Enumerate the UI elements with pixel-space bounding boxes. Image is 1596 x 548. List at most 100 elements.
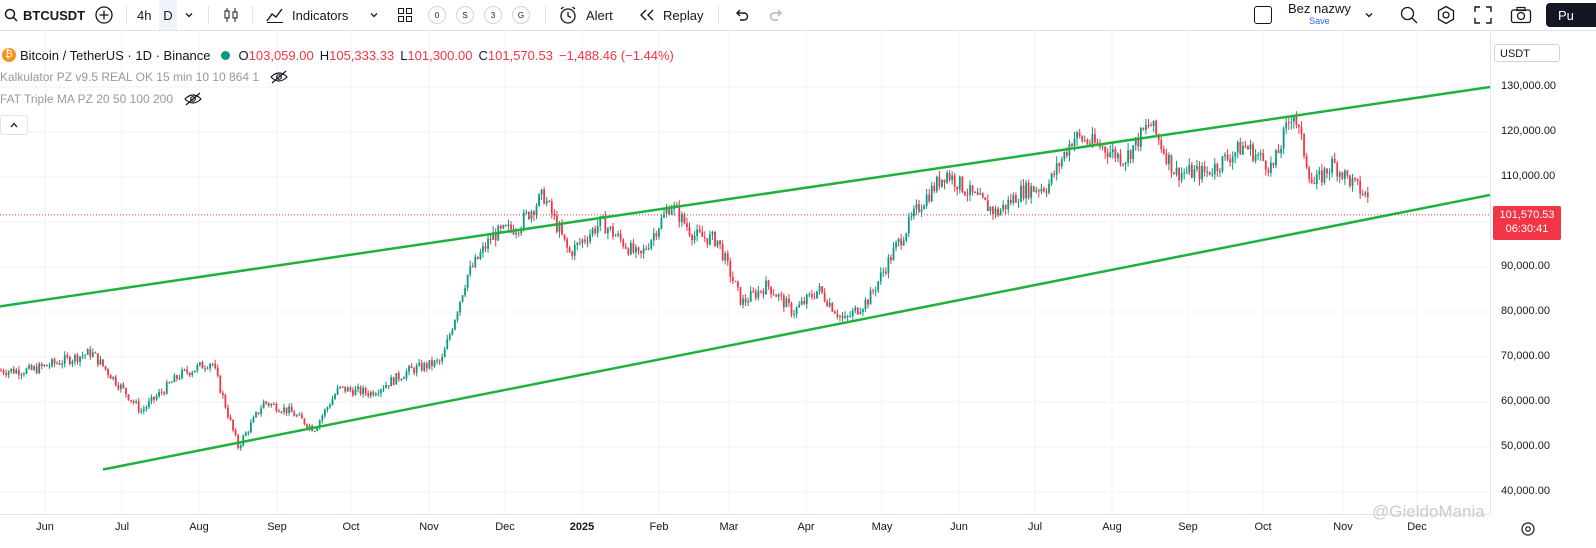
eye-off-icon[interactable]: [269, 70, 289, 84]
replay-button[interactable]: Replay: [638, 0, 703, 30]
candle-body: [946, 172, 948, 183]
last-price-value: 101,570.53: [1499, 209, 1555, 221]
publish-label: Pu: [1558, 7, 1574, 23]
compare-button[interactable]: [94, 0, 114, 30]
interval-dropdown[interactable]: [184, 0, 194, 30]
candle-body: [828, 302, 831, 307]
candle-body: [1224, 154, 1226, 157]
layout-badge[interactable]: S: [456, 6, 474, 24]
candle-body: [1285, 122, 1288, 129]
candle-body: [686, 223, 688, 228]
candle-body: [1252, 144, 1254, 161]
candle-body: [173, 375, 176, 383]
search-icon: [1400, 6, 1418, 24]
time-axis[interactable]: Jun Jul Aug Sep Oct Nov Dec 2025 Feb Mar Apr May Jun…: [0, 514, 1490, 548]
candle-body: [997, 208, 999, 216]
candle-body: [374, 393, 377, 396]
layout-name-button[interactable]: Bez nazwy Save: [1288, 0, 1351, 30]
indicator-row[interactable]: FAT Triple MA PZ 20 50 100 200: [0, 88, 680, 110]
save-label[interactable]: Save: [1309, 16, 1330, 26]
candle-body: [1088, 143, 1091, 145]
settings-button[interactable]: [1436, 0, 1456, 30]
eye-off-icon[interactable]: [183, 92, 203, 106]
candle-body: [12, 368, 15, 374]
currency-selector[interactable]: USDT: [1494, 44, 1560, 62]
candle-body: [132, 400, 135, 403]
candle-body: [607, 228, 609, 234]
close-key: C: [478, 47, 488, 63]
candle-body: [7, 371, 10, 375]
interval-4h-button[interactable]: 4h: [137, 0, 151, 30]
candle-body: [596, 225, 599, 234]
indicators-button[interactable]: Indicators: [265, 0, 348, 30]
candle-body: [1152, 120, 1155, 126]
candle-body: [658, 228, 660, 237]
candle-body: [91, 352, 94, 357]
alarm-clock-icon: [560, 6, 576, 24]
symbol-search-button[interactable]: BTCUSDT: [4, 0, 85, 30]
candle-body: [5, 373, 7, 375]
candle-body: [910, 216, 913, 218]
candle-body: [415, 365, 418, 374]
chart-type-button[interactable]: [222, 0, 240, 30]
candle-body: [897, 238, 900, 243]
candle-body: [369, 391, 372, 396]
indicator-row[interactable]: Kalkulator PZ v9.5 REAL OK 15 min 10 10 …: [0, 66, 680, 88]
candle-body: [2, 370, 5, 374]
candle-body: [869, 290, 872, 305]
layout-badge[interactable]: G: [512, 6, 530, 24]
candle-body: [1280, 148, 1282, 154]
symbol-legend-row[interactable]: ₿ Bitcoin / TetherUS · 1D · Binance O 103…: [0, 44, 680, 66]
candle-body: [448, 334, 451, 340]
candle-body: [1361, 194, 1364, 196]
quick-search-button[interactable]: [1399, 0, 1419, 30]
layouts-button[interactable]: [397, 0, 413, 30]
candle-body: [1150, 125, 1152, 127]
candle-body: [887, 257, 890, 274]
candle-body: [1287, 122, 1290, 124]
candle-body: [790, 303, 793, 315]
price-chart[interactable]: [0, 31, 1491, 514]
undo-button[interactable]: [733, 0, 749, 30]
axis-settings-button[interactable]: [1520, 521, 1536, 542]
candle-body: [1162, 149, 1165, 154]
candle-body: [99, 359, 102, 365]
candle-body: [0, 370, 2, 372]
layout-select-checkbox[interactable]: [1254, 0, 1272, 30]
candle-body: [1127, 150, 1129, 163]
candle-body: [153, 396, 155, 400]
interval-d-button[interactable]: D: [159, 0, 177, 30]
grid-icon: [398, 8, 412, 22]
fullscreen-button[interactable]: [1474, 0, 1492, 30]
candle-body: [431, 360, 433, 367]
low-key: L: [400, 47, 408, 63]
candle-body: [1175, 167, 1178, 175]
candle-body: [754, 291, 757, 298]
alert-button[interactable]: Alert: [558, 0, 613, 30]
time-tick-label: Apr: [797, 521, 815, 533]
candle-body: [533, 211, 535, 215]
indicators-dropdown[interactable]: [369, 0, 379, 30]
snapshot-button[interactable]: [1510, 0, 1532, 30]
publish-button[interactable]: Pu: [1546, 3, 1596, 27]
candle-body: [879, 272, 882, 282]
chart-pane[interactable]: [0, 31, 1491, 514]
collapse-legend-button[interactable]: [0, 115, 28, 135]
camera-icon: [1510, 6, 1532, 24]
high-value: 105,333.33: [329, 47, 395, 63]
candle-body: [71, 361, 74, 365]
layout-badge[interactable]: 0: [428, 6, 446, 24]
price-axis[interactable]: 130,000.00120,000.00110,000.00100,000.00…: [1490, 31, 1596, 514]
candle-body: [1321, 170, 1323, 183]
candle-body: [476, 256, 479, 259]
layout-badge[interactable]: 3: [484, 6, 502, 24]
candle-body: [278, 411, 280, 413]
candle-body: [1015, 195, 1017, 203]
candle-body: [354, 388, 357, 396]
candle-body: [632, 242, 635, 253]
candle-body: [193, 370, 196, 373]
candle-body: [650, 240, 653, 249]
candle-body: [390, 377, 393, 387]
layout-dropdown[interactable]: [1364, 0, 1374, 30]
redo-button[interactable]: [769, 0, 785, 30]
